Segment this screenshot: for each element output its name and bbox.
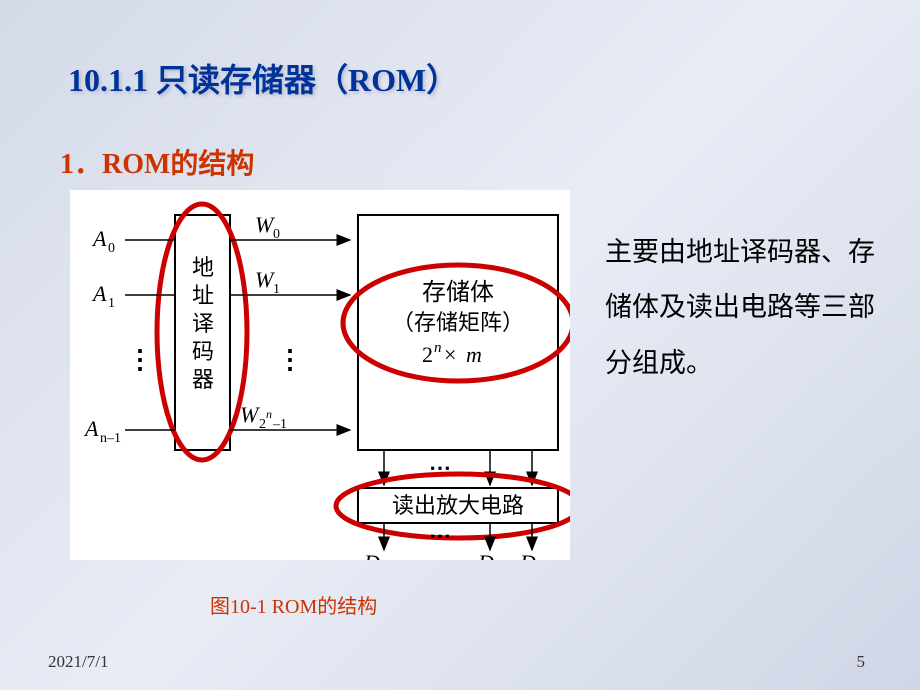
svg-text:D: D — [519, 550, 536, 560]
label-w0: W 0 — [255, 212, 280, 242]
svg-text:A: A — [83, 416, 99, 441]
storage-line1: 存储体 — [422, 279, 494, 306]
out-dots-icon: ⋯ — [429, 523, 451, 548]
svg-text:2: 2 — [259, 417, 266, 432]
rom-structure-svg: 地 址 译 码 器 A 0 A 1 A n–1 ⋮ — [70, 190, 570, 560]
svg-text:2: 2 — [422, 342, 433, 367]
svg-text:W: W — [240, 402, 260, 427]
subtitle: 1．ROM的结构 — [60, 142, 254, 182]
svg-text:1: 1 — [273, 282, 280, 297]
label-wlast: W 2 n –1 — [240, 402, 287, 432]
input-dots-icon: ⋮ — [127, 345, 153, 374]
svg-text:–1: –1 — [272, 417, 287, 432]
label-a1: A 1 — [91, 281, 115, 311]
storage-line2: （存储矩阵） — [392, 310, 524, 335]
svg-text:0: 0 — [108, 241, 115, 256]
svg-text:1: 1 — [108, 296, 115, 311]
svg-text:n–1: n–1 — [100, 431, 121, 446]
svg-text:A: A — [91, 281, 107, 306]
label-an1: A n–1 — [83, 416, 121, 446]
svg-text:W: W — [255, 212, 275, 237]
label-d1: D 1 — [477, 550, 501, 560]
label-dm1: D m–1 — [363, 550, 405, 560]
svg-text:0: 0 — [273, 227, 280, 242]
label-d0: D 0 — [519, 550, 543, 560]
figure-caption: 图10-1 ROM的结构 — [210, 590, 377, 619]
w-dots-icon: ⋮ — [277, 345, 303, 374]
description-text: 主要由地址译码器、存储体及读出电路等三部分组成。 — [605, 225, 875, 391]
svg-text:m: m — [466, 342, 482, 367]
svg-text:D: D — [363, 550, 380, 560]
svg-text:n: n — [266, 407, 272, 421]
svg-text:n: n — [434, 340, 442, 356]
label-w1: W 1 — [255, 267, 280, 297]
svg-text:W: W — [255, 267, 275, 292]
decoder-label-2: 址 — [192, 283, 214, 308]
decoder-label-5: 器 — [192, 367, 214, 392]
decoder-label-4: 码 — [192, 339, 214, 364]
label-a0: A 0 — [91, 226, 115, 256]
svg-text:A: A — [91, 226, 107, 251]
svg-text:×: × — [444, 342, 456, 367]
slide-title: 10.1.1 只读存储器（ROM） — [68, 55, 458, 101]
storage-formula: 2 n × m — [422, 340, 482, 367]
footer-date: 2021/7/1 — [48, 652, 108, 672]
decoder-label-3: 译 — [192, 311, 214, 336]
diagram: 地 址 译 码 器 A 0 A 1 A n–1 ⋮ — [70, 190, 570, 560]
page-number: 5 — [857, 652, 866, 672]
readout-label: 读出放大电路 — [392, 493, 524, 518]
decoder-label-1: 地 — [192, 255, 214, 280]
svg-text:D: D — [477, 550, 494, 560]
